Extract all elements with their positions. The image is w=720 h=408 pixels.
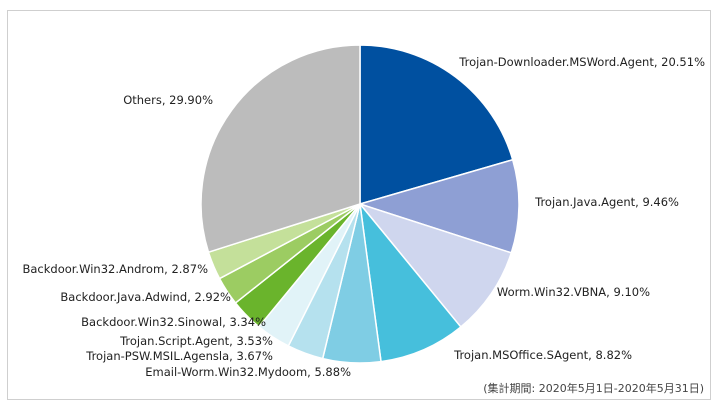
slice-label-worm-win32-vbna: Worm.Win32.VBNA, 9.10% [497,285,650,299]
pie-slice-worm-win32-vbna [359,203,513,328]
pie-slice-trojan-downloader-msword-agent [359,44,514,205]
period-caption: (集計期間: 2020年5月1日-2020年5月31日) [483,381,704,395]
slice-label-trojan-java-agent: Trojan.Java.Agent, 9.46% [534,195,679,209]
slice-label-backdoor-win32-sinowal: Backdoor.Win32.Sinowal, 3.34% [81,315,266,329]
slice-label-others: Others, 29.90% [123,93,213,107]
pie-chart: Trojan-Downloader.MSWord.Agent, 20.51% Tr… [22,44,705,395]
slice-labels: Trojan-Downloader.MSWord.Agent, 20.51% Tr… [22,55,705,379]
pie-slice-trojan-msoffice-sagent [359,203,462,363]
slice-label-backdoor-win32-androm: Backdoor.Win32.Androm, 2.87% [22,262,208,276]
slice-label-email-worm-win32-mydoom: Email-Worm.Win32.Mydoom, 5.88% [145,365,351,379]
slice-label-trojan-downloader-msword-agent: Trojan-Downloader.MSWord.Agent, 20.51% [458,55,705,69]
slice-label-trojan-msoffice-sagent: Trojan.MSOffice.SAgent, 8.82% [453,348,632,362]
slice-label-trojan-script-agent: Trojan.Script.Agent, 3.53% [119,334,273,348]
pie-slice-others [200,44,361,253]
pie-slice-trojan-java-agent [359,158,520,254]
slice-label-backdoor-java-adwind: Backdoor.Java.Adwind, 2.92% [60,290,231,304]
chart-frame: Trojan-Downloader.MSWord.Agent, 20.51% Tr… [7,10,711,400]
pie-slices [200,44,520,364]
slice-label-trojan-psw-msil-agensla: Trojan-PSW.MSIL.Agensla, 3.67% [85,349,273,363]
